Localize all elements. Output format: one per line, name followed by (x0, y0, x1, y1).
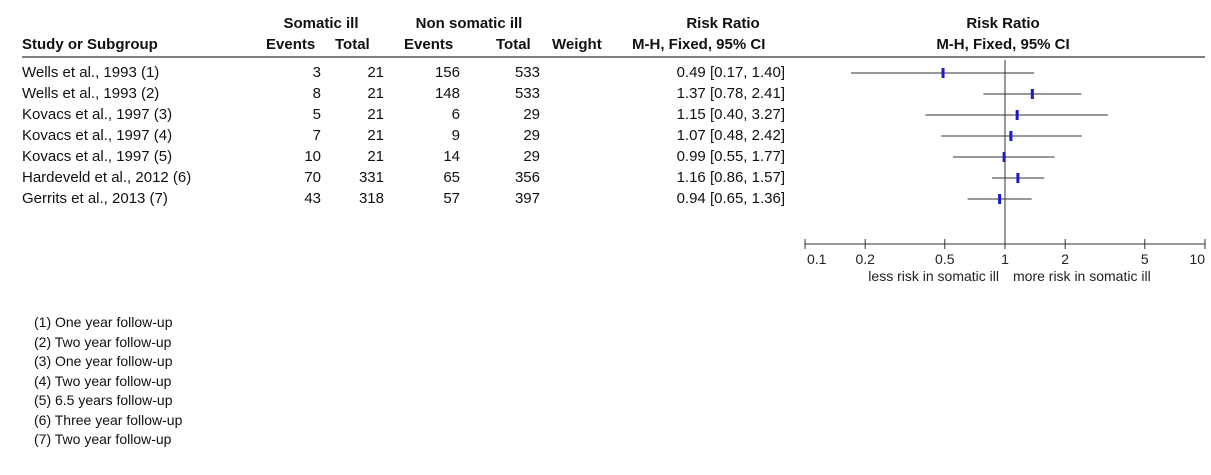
footnote: (2) Two year follow-up (34, 333, 172, 350)
events-nonsomatic-value: 9 (451, 127, 460, 144)
somatic-group-header: Somatic ill (283, 15, 359, 32)
x-label-left: less risk in somatic ill (868, 268, 999, 284)
footnote: (6) Three year follow-up (34, 411, 183, 428)
x-tick-label: 0.2 (855, 251, 875, 267)
events-nonsomatic-value: 57 (443, 190, 460, 207)
footnote: (3) One year follow-up (34, 353, 173, 369)
point-estimate-marker (1030, 89, 1034, 99)
events-somatic-value: 70 (304, 169, 321, 186)
point-estimate-marker (1015, 110, 1019, 120)
events-somatic-value: 3 (312, 64, 321, 81)
total-nonsomatic-value: 533 (514, 64, 540, 81)
events-somatic-value: 43 (304, 190, 321, 207)
method-plot-header: M-H, Fixed, 95% CI (936, 36, 1070, 53)
total-somatic-value: 21 (367, 106, 384, 123)
study-column-header: Study or Subgroup (22, 36, 158, 53)
total-nonsomatic-value: 29 (523, 106, 540, 123)
footnote: (1) One year follow-up (34, 314, 173, 330)
risk-ratio-plot-header: Risk Ratio (966, 15, 1040, 32)
point-estimate-marker (1002, 152, 1006, 162)
study-name: Kovacs et al., 1997 (3) (22, 106, 173, 123)
events-nonsomatic-value: 6 (451, 106, 460, 123)
point-estimate-marker (1009, 131, 1013, 141)
footnote: (4) Two year follow-up (34, 372, 172, 389)
total-somatic-value: 331 (358, 169, 384, 186)
weight-header: Weight (552, 36, 602, 53)
total-somatic-header: Total (335, 36, 370, 53)
total-somatic-value: 318 (358, 190, 384, 207)
risk-ratio-text-header: Risk Ratio (686, 15, 760, 32)
x-tick-label: 1 (1001, 251, 1009, 267)
total-nonsomatic-value: 29 (523, 148, 540, 165)
total-nonsomatic-value: 397 (514, 190, 540, 207)
study-name: Kovacs et al., 1997 (4) (22, 127, 173, 144)
risk-ratio-ci-value: 1.16 [0.86, 1.57] (676, 169, 785, 186)
events-somatic-header: Events (266, 36, 316, 53)
total-somatic-value: 21 (367, 148, 384, 165)
x-tick-label: 2 (1061, 251, 1069, 267)
total-nonsomatic-value: 356 (514, 169, 540, 186)
nonsomatic-group-header: Non somatic ill (415, 15, 523, 32)
x-label-right: more risk in somatic ill (1013, 268, 1151, 284)
x-tick-label: 0.1 (807, 251, 827, 267)
total-nonsomatic-value: 533 (514, 85, 540, 102)
study-name: Hardeveld et al., 2012 (6) (22, 169, 192, 186)
x-tick-label: 5 (1141, 251, 1149, 267)
events-somatic-value: 8 (312, 85, 321, 102)
risk-ratio-ci-value: 1.15 [0.40, 3.27] (676, 106, 785, 123)
events-nonsomatic-value: 65 (443, 169, 460, 186)
events-somatic-value: 10 (304, 148, 321, 165)
study-name: Gerrits et al., 2013 (7) (22, 190, 168, 207)
events-somatic-value: 7 (312, 127, 321, 144)
point-estimate-marker (941, 68, 945, 78)
risk-ratio-ci-value: 0.99 [0.55, 1.77] (676, 148, 785, 165)
total-somatic-value: 21 (367, 64, 384, 81)
total-somatic-value: 21 (367, 85, 384, 102)
point-estimate-marker (998, 194, 1002, 204)
x-tick-label: 0.5 (935, 251, 955, 267)
events-nonsomatic-header: Events (404, 36, 454, 53)
events-somatic-value: 5 (312, 106, 321, 123)
x-tick-label: 10 (1189, 251, 1205, 267)
footnote: (7) Two year follow-up (34, 431, 172, 447)
events-nonsomatic-value: 148 (434, 85, 460, 102)
study-name: Wells et al., 1993 (2) (22, 85, 160, 102)
events-nonsomatic-value: 156 (434, 64, 460, 81)
study-name: Wells et al., 1993 (1) (22, 64, 160, 81)
study-name: Kovacs et al., 1997 (5) (22, 148, 173, 165)
total-somatic-value: 21 (367, 127, 384, 144)
risk-ratio-ci-value: 1.07 [0.48, 2.42] (676, 127, 785, 144)
point-estimate-marker (1016, 173, 1020, 183)
risk-ratio-ci-value: 0.49 [0.17, 1.40] (676, 64, 785, 81)
events-nonsomatic-value: 14 (443, 148, 460, 165)
risk-ratio-ci-value: 0.94 [0.65, 1.36] (676, 190, 785, 207)
total-nonsomatic-value: 29 (523, 127, 540, 144)
risk-ratio-ci-value: 1.37 [0.78, 2.41] (676, 85, 785, 102)
total-nonsomatic-header: Total (496, 36, 531, 53)
footnote: (5) 6.5 years follow-up (34, 392, 173, 408)
method-text-header: M-H, Fixed, 95% CI (632, 36, 766, 53)
